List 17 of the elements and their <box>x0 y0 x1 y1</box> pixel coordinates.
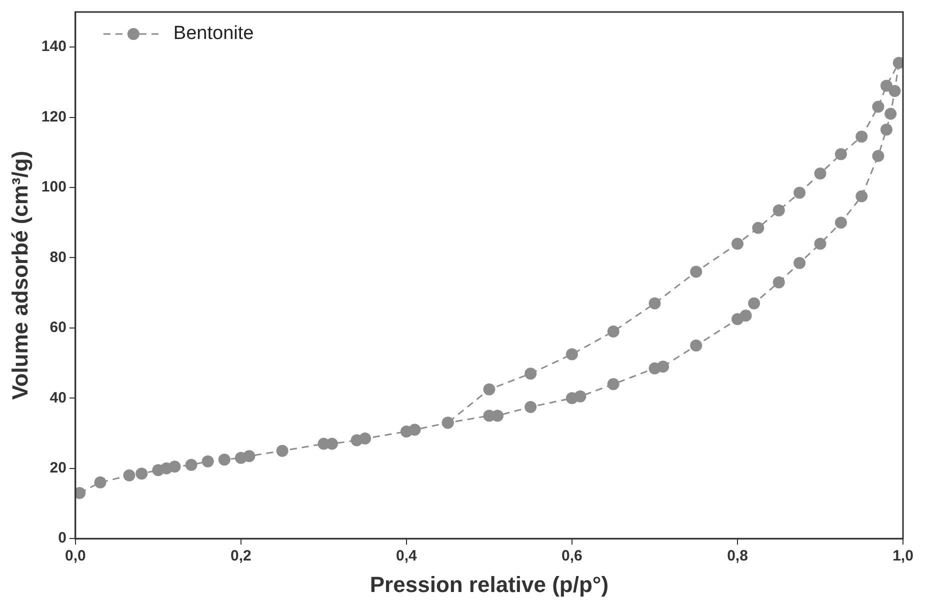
y-tick-label: 60 <box>50 319 66 336</box>
y-tick-label: 0 <box>58 530 66 547</box>
y-tick-label: 40 <box>50 389 66 406</box>
y-tick-label: 140 <box>41 38 66 56</box>
x-tick-label: 0,0 <box>64 548 86 565</box>
x-tick-label: 0,2 <box>230 548 252 565</box>
y-tick-label: 120 <box>41 108 66 126</box>
legend-label: Bentonite <box>173 23 254 44</box>
x-tick-label: 1,0 <box>892 548 914 565</box>
x-tick-label: 0,4 <box>396 548 418 565</box>
y-tick-label: 100 <box>41 178 66 196</box>
y-tick-label: 20 <box>50 460 66 477</box>
x-tick-label: 0,6 <box>562 548 582 565</box>
x-tick-label: 0,8 <box>727 548 748 565</box>
x-axis-title: Pression relative (p/p°) <box>370 572 609 597</box>
y-axis-title: Volume adsorbé (cm³/g) <box>7 150 32 400</box>
y-tick-label: 80 <box>50 248 66 266</box>
